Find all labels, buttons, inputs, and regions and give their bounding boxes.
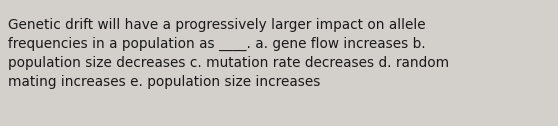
Text: Genetic drift will have a progressively larger impact on allele
frequencies in a: Genetic drift will have a progressively … xyxy=(8,18,449,89)
